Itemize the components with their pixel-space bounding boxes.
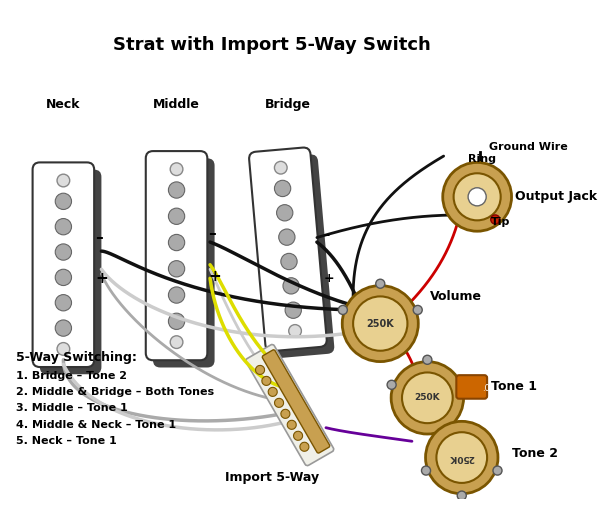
Circle shape [293, 431, 302, 440]
Text: Tone 1: Tone 1 [491, 380, 537, 394]
Text: 1. Bridge – Tone 2: 1. Bridge – Tone 2 [16, 370, 127, 380]
Text: 5-Way Switching:: 5-Way Switching: [16, 351, 137, 364]
Circle shape [281, 253, 297, 270]
Text: –: – [323, 229, 329, 242]
Circle shape [391, 362, 464, 434]
Text: Ground Wire: Ground Wire [489, 142, 568, 152]
Circle shape [387, 380, 396, 389]
Circle shape [421, 466, 431, 475]
Circle shape [285, 302, 301, 319]
Circle shape [55, 219, 71, 235]
Text: –: – [208, 225, 216, 241]
Text: 250K: 250K [415, 394, 440, 402]
Text: Volume: Volume [430, 290, 482, 303]
Circle shape [169, 182, 185, 198]
Text: Import 5-Way: Import 5-Way [224, 471, 319, 484]
Circle shape [402, 373, 453, 423]
Circle shape [170, 163, 183, 176]
Circle shape [268, 387, 277, 396]
Text: +: + [208, 269, 221, 284]
Circle shape [169, 208, 185, 224]
FancyBboxPatch shape [245, 344, 334, 466]
Circle shape [376, 279, 385, 288]
Text: Tip: Tip [491, 217, 510, 227]
FancyBboxPatch shape [153, 158, 215, 367]
Text: –: – [95, 230, 103, 245]
Text: 4. Middle & Neck – Tone 1: 4. Middle & Neck – Tone 1 [16, 420, 176, 430]
Text: +: + [95, 271, 108, 286]
Circle shape [468, 188, 486, 206]
Circle shape [454, 173, 500, 221]
Text: 3. Middle – Tone 1: 3. Middle – Tone 1 [16, 403, 128, 413]
Circle shape [338, 305, 347, 314]
Circle shape [353, 297, 407, 351]
Circle shape [55, 320, 71, 336]
Circle shape [169, 313, 185, 330]
Circle shape [493, 466, 502, 475]
Circle shape [262, 376, 271, 386]
Circle shape [443, 162, 512, 231]
Text: Strat with Import 5-Way Switch: Strat with Import 5-Way Switch [113, 36, 430, 53]
Circle shape [277, 205, 293, 221]
Circle shape [457, 491, 466, 500]
Text: +: + [323, 272, 334, 285]
Circle shape [169, 234, 185, 250]
Text: 2. Middle & Bridge – Both Tones: 2. Middle & Bridge – Both Tones [16, 387, 214, 397]
Circle shape [283, 278, 299, 294]
Circle shape [491, 215, 500, 224]
Circle shape [256, 365, 265, 375]
Circle shape [279, 229, 295, 245]
FancyBboxPatch shape [40, 170, 101, 374]
Text: 250K: 250K [449, 453, 475, 462]
Circle shape [274, 180, 291, 196]
Text: Output Jack: Output Jack [515, 190, 598, 203]
Text: 5. Neck – Tone 1: 5. Neck – Tone 1 [16, 436, 117, 446]
Circle shape [423, 355, 432, 364]
Circle shape [55, 269, 71, 286]
Circle shape [55, 294, 71, 311]
Circle shape [169, 260, 185, 277]
FancyBboxPatch shape [32, 162, 94, 367]
Circle shape [425, 421, 498, 494]
Circle shape [57, 343, 70, 355]
Circle shape [57, 174, 70, 187]
Text: Middle: Middle [153, 98, 200, 111]
FancyBboxPatch shape [146, 151, 208, 360]
Circle shape [281, 409, 290, 418]
Text: .022: .022 [482, 384, 500, 393]
Circle shape [436, 432, 487, 483]
FancyBboxPatch shape [257, 155, 334, 358]
FancyBboxPatch shape [457, 375, 487, 399]
Text: 250K: 250K [367, 319, 394, 329]
Text: Neck: Neck [46, 98, 80, 111]
Text: Tone 2: Tone 2 [512, 446, 557, 460]
Circle shape [170, 336, 183, 348]
Circle shape [300, 442, 309, 451]
Circle shape [169, 287, 185, 303]
Circle shape [458, 380, 467, 389]
Circle shape [274, 161, 287, 174]
FancyBboxPatch shape [262, 350, 330, 453]
FancyBboxPatch shape [249, 148, 327, 351]
Circle shape [342, 286, 418, 362]
Text: Ring: Ring [468, 154, 496, 164]
Circle shape [55, 244, 71, 260]
Circle shape [55, 193, 71, 210]
Circle shape [413, 305, 422, 314]
Text: Bridge: Bridge [265, 98, 311, 111]
Circle shape [287, 420, 296, 429]
Circle shape [275, 398, 284, 407]
Circle shape [289, 324, 301, 337]
